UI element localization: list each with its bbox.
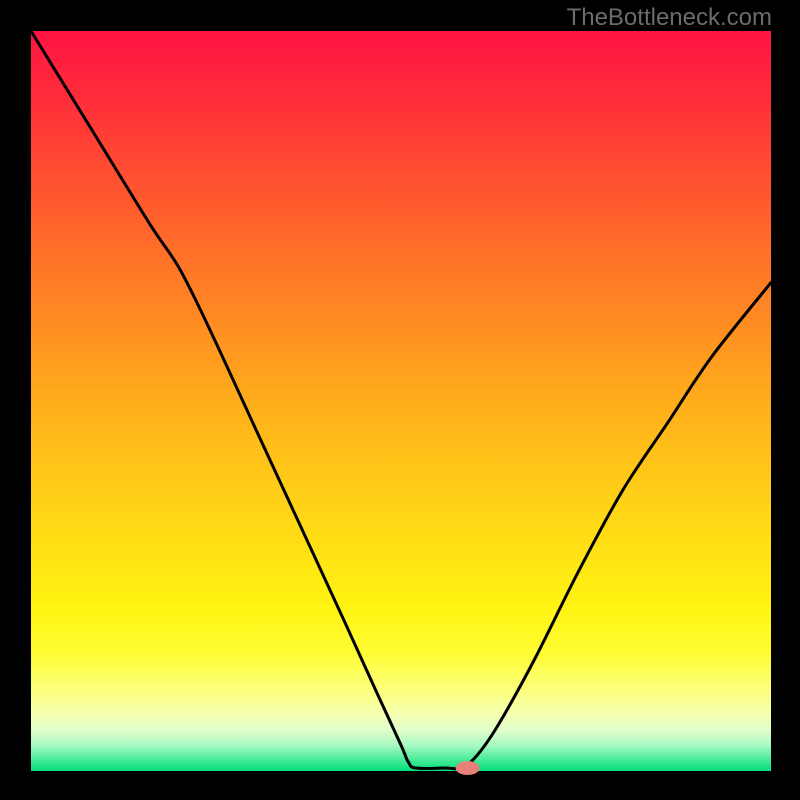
plot-background [31,31,771,771]
chart-stage: TheBottleneck.com [0,0,800,800]
bottleneck-chart [0,0,800,800]
sweet-spot-marker [456,761,480,775]
watermark-text: TheBottleneck.com [567,4,772,32]
